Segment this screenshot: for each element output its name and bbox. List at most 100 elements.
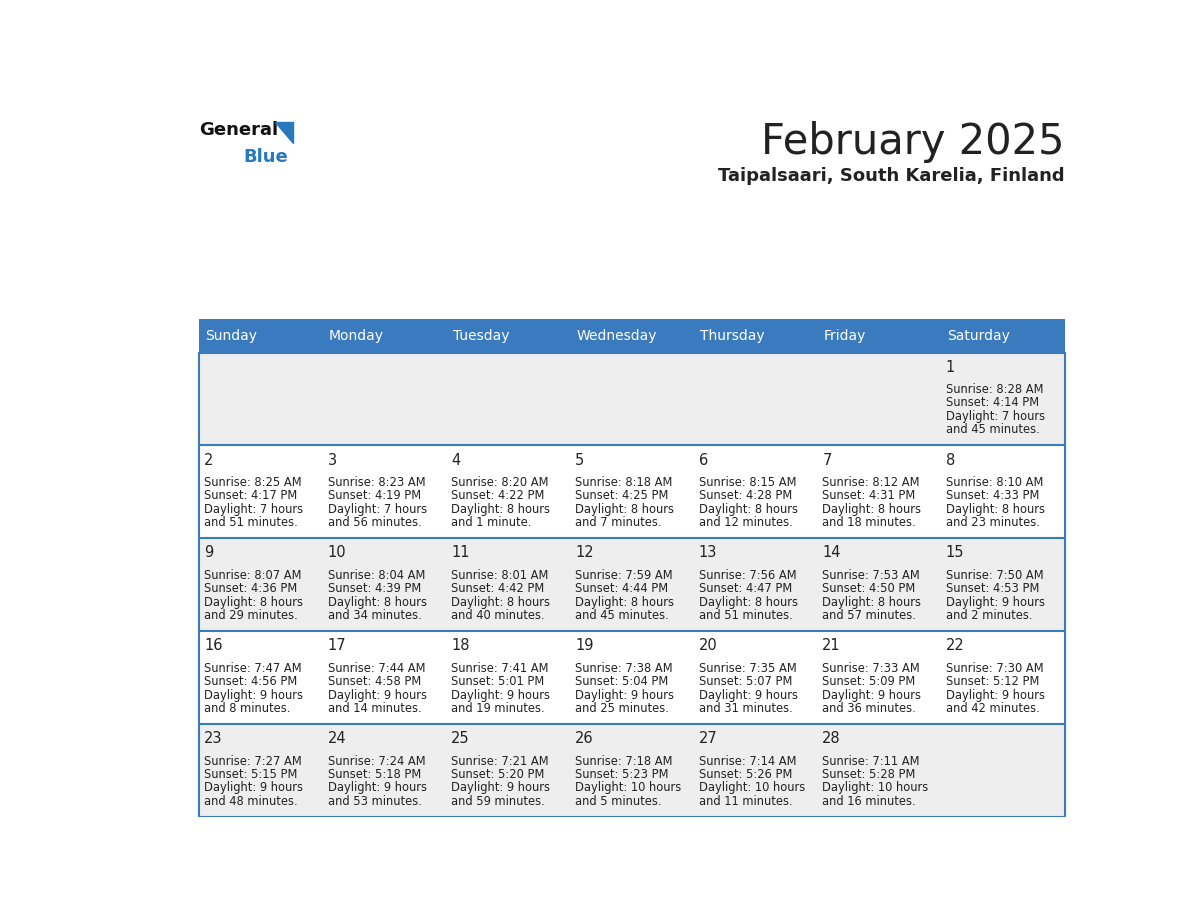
Text: Sunset: 5:07 PM: Sunset: 5:07 PM (699, 675, 792, 688)
Text: 22: 22 (946, 638, 965, 654)
Text: Sunset: 4:58 PM: Sunset: 4:58 PM (328, 675, 421, 688)
Text: Tuesday: Tuesday (453, 329, 510, 342)
Text: and 31 minutes.: and 31 minutes. (699, 702, 792, 715)
Text: and 8 minutes.: and 8 minutes. (204, 702, 290, 715)
Text: Sunset: 4:19 PM: Sunset: 4:19 PM (328, 489, 421, 502)
Text: Sunset: 4:33 PM: Sunset: 4:33 PM (946, 489, 1040, 502)
Text: Sunrise: 7:50 AM: Sunrise: 7:50 AM (946, 569, 1043, 582)
Text: Sunset: 5:01 PM: Sunset: 5:01 PM (451, 675, 544, 688)
Text: Sunset: 5:12 PM: Sunset: 5:12 PM (946, 675, 1040, 688)
Text: Saturday: Saturday (947, 329, 1010, 342)
Text: 11: 11 (451, 545, 470, 561)
Text: Sunrise: 7:33 AM: Sunrise: 7:33 AM (822, 662, 920, 675)
Text: February 2025: February 2025 (762, 121, 1064, 162)
Text: Sunset: 5:28 PM: Sunset: 5:28 PM (822, 768, 916, 781)
Text: Sunrise: 8:18 AM: Sunrise: 8:18 AM (575, 476, 672, 489)
Text: 23: 23 (204, 732, 222, 746)
Text: 19: 19 (575, 638, 594, 654)
Text: Daylight: 9 hours: Daylight: 9 hours (822, 688, 921, 701)
Text: Daylight: 9 hours: Daylight: 9 hours (451, 781, 550, 794)
Text: and 19 minutes.: and 19 minutes. (451, 702, 545, 715)
Text: Sunrise: 7:59 AM: Sunrise: 7:59 AM (575, 569, 672, 582)
Text: and 53 minutes.: and 53 minutes. (328, 795, 422, 808)
Text: and 57 minutes.: and 57 minutes. (822, 609, 916, 622)
Text: Sunday: Sunday (206, 329, 258, 342)
Text: Sunset: 4:39 PM: Sunset: 4:39 PM (328, 582, 421, 595)
Text: Daylight: 8 hours: Daylight: 8 hours (822, 503, 921, 516)
Text: Daylight: 9 hours: Daylight: 9 hours (328, 688, 426, 701)
Text: Daylight: 9 hours: Daylight: 9 hours (204, 688, 303, 701)
Text: and 40 minutes.: and 40 minutes. (451, 609, 545, 622)
Text: Blue: Blue (244, 148, 287, 165)
Text: Daylight: 10 hours: Daylight: 10 hours (699, 781, 805, 794)
Text: and 51 minutes.: and 51 minutes. (699, 609, 792, 622)
Text: Daylight: 9 hours: Daylight: 9 hours (946, 688, 1045, 701)
Text: Sunrise: 7:24 AM: Sunrise: 7:24 AM (328, 755, 425, 767)
Text: Daylight: 8 hours: Daylight: 8 hours (699, 596, 797, 609)
Bar (817, 319, 941, 353)
Text: and 11 minutes.: and 11 minutes. (699, 795, 792, 808)
Text: Sunset: 4:47 PM: Sunset: 4:47 PM (699, 582, 792, 595)
Text: Sunrise: 7:18 AM: Sunrise: 7:18 AM (575, 755, 672, 767)
Text: Wednesday: Wednesday (576, 329, 657, 342)
Text: Sunrise: 7:38 AM: Sunrise: 7:38 AM (575, 662, 672, 675)
Text: Daylight: 8 hours: Daylight: 8 hours (822, 596, 921, 609)
Text: Sunrise: 7:41 AM: Sunrise: 7:41 AM (451, 662, 549, 675)
Text: and 23 minutes.: and 23 minutes. (946, 516, 1040, 529)
Bar (200, 445, 1064, 538)
Text: 6: 6 (699, 453, 708, 467)
Text: Sunset: 4:36 PM: Sunset: 4:36 PM (204, 582, 297, 595)
Text: 12: 12 (575, 545, 594, 561)
Text: 13: 13 (699, 545, 718, 561)
Text: Sunset: 4:31 PM: Sunset: 4:31 PM (822, 489, 916, 502)
Text: and 18 minutes.: and 18 minutes. (822, 516, 916, 529)
Bar (200, 632, 1064, 724)
Text: 24: 24 (328, 732, 347, 746)
Text: Sunrise: 8:01 AM: Sunrise: 8:01 AM (451, 569, 549, 582)
Text: Daylight: 10 hours: Daylight: 10 hours (822, 781, 929, 794)
Text: Sunset: 5:15 PM: Sunset: 5:15 PM (204, 768, 297, 781)
Text: 25: 25 (451, 732, 470, 746)
Text: Sunset: 4:56 PM: Sunset: 4:56 PM (204, 675, 297, 688)
Text: Taipalsaari, South Karelia, Finland: Taipalsaari, South Karelia, Finland (718, 167, 1064, 185)
Text: 21: 21 (822, 638, 841, 654)
Bar (323, 319, 447, 353)
Text: Daylight: 8 hours: Daylight: 8 hours (204, 596, 303, 609)
Bar (570, 319, 694, 353)
Text: Sunrise: 7:27 AM: Sunrise: 7:27 AM (204, 755, 302, 767)
Text: 8: 8 (946, 453, 955, 467)
Text: 3: 3 (328, 453, 337, 467)
Bar (200, 353, 1064, 445)
Text: 14: 14 (822, 545, 841, 561)
Text: Sunrise: 7:35 AM: Sunrise: 7:35 AM (699, 662, 796, 675)
Text: Sunset: 5:20 PM: Sunset: 5:20 PM (451, 768, 545, 781)
Text: and 25 minutes.: and 25 minutes. (575, 702, 669, 715)
Text: Sunset: 4:44 PM: Sunset: 4:44 PM (575, 582, 668, 595)
Bar (200, 724, 1064, 817)
Text: 16: 16 (204, 638, 222, 654)
Text: and 56 minutes.: and 56 minutes. (328, 516, 422, 529)
Text: and 36 minutes.: and 36 minutes. (822, 702, 916, 715)
Text: and 34 minutes.: and 34 minutes. (328, 609, 422, 622)
Text: 15: 15 (946, 545, 965, 561)
Text: Sunset: 4:42 PM: Sunset: 4:42 PM (451, 582, 544, 595)
Text: 27: 27 (699, 732, 718, 746)
Text: Sunrise: 8:23 AM: Sunrise: 8:23 AM (328, 476, 425, 489)
Text: Sunrise: 7:44 AM: Sunrise: 7:44 AM (328, 662, 425, 675)
Text: 7: 7 (822, 453, 832, 467)
Text: Sunset: 5:04 PM: Sunset: 5:04 PM (575, 675, 668, 688)
Text: Sunset: 5:23 PM: Sunset: 5:23 PM (575, 768, 669, 781)
Text: Sunrise: 8:28 AM: Sunrise: 8:28 AM (946, 383, 1043, 396)
Text: and 2 minutes.: and 2 minutes. (946, 609, 1032, 622)
Text: Sunset: 4:14 PM: Sunset: 4:14 PM (946, 397, 1040, 409)
Text: 28: 28 (822, 732, 841, 746)
Text: 2: 2 (204, 453, 214, 467)
Text: Sunset: 4:17 PM: Sunset: 4:17 PM (204, 489, 297, 502)
Text: Daylight: 8 hours: Daylight: 8 hours (451, 503, 550, 516)
Text: 5: 5 (575, 453, 584, 467)
Text: Daylight: 8 hours: Daylight: 8 hours (451, 596, 550, 609)
Text: Daylight: 7 hours: Daylight: 7 hours (204, 503, 303, 516)
Text: Sunrise: 7:14 AM: Sunrise: 7:14 AM (699, 755, 796, 767)
Text: Sunset: 4:28 PM: Sunset: 4:28 PM (699, 489, 792, 502)
Bar (694, 319, 817, 353)
